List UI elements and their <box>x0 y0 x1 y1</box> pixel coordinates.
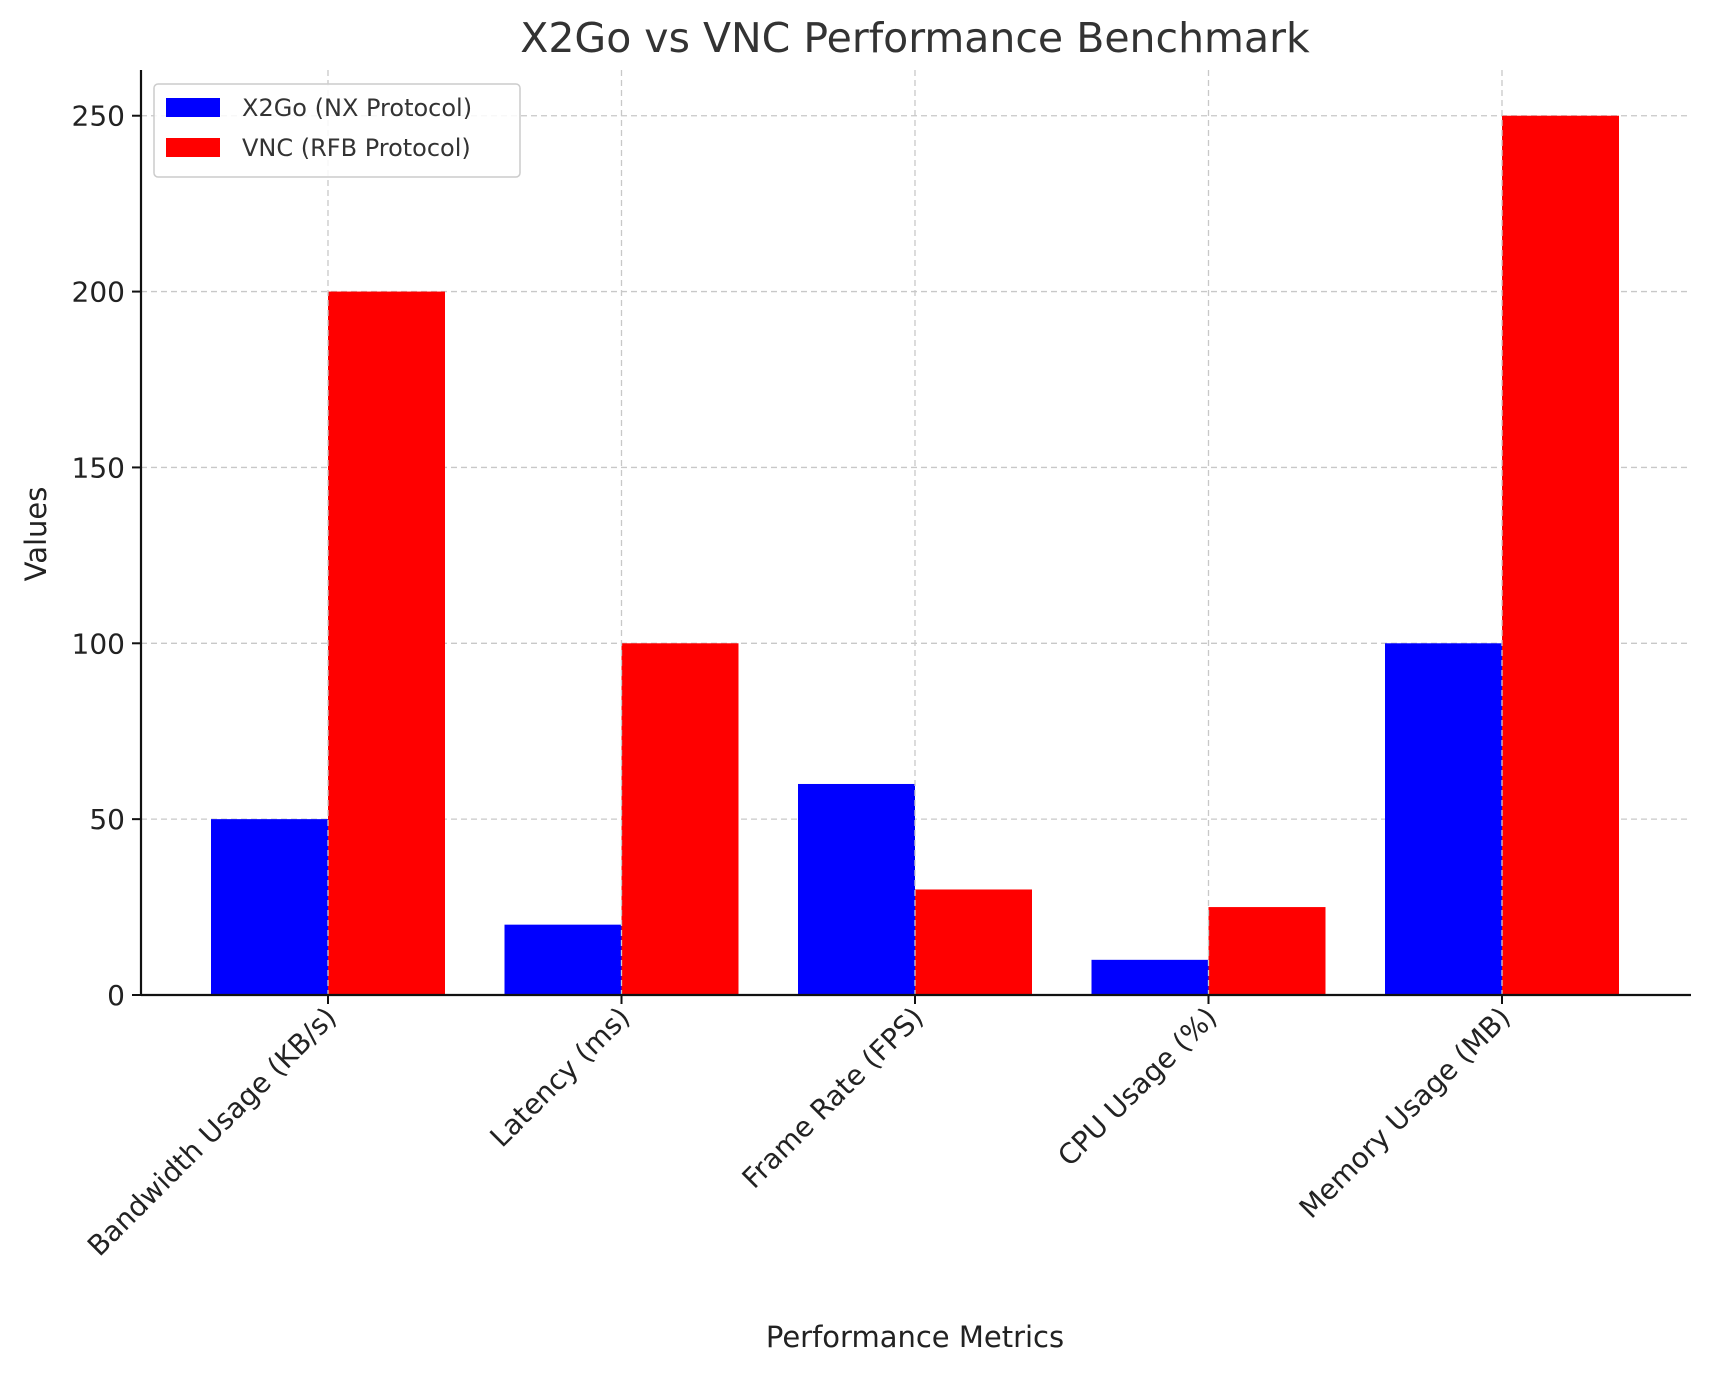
bar-vnc-2 <box>915 889 1032 995</box>
y-tick-label: 200 <box>72 276 125 309</box>
bar-vnc-1 <box>621 643 739 995</box>
bar-x2go-0 <box>211 819 328 995</box>
x-tick-label: CPU Usage (%) <box>1051 1001 1223 1173</box>
bars <box>211 70 1619 996</box>
bar-x2go-3 <box>1091 959 1209 995</box>
legend-frame <box>153 83 521 178</box>
x-tick-label: Latency (ms) <box>484 1001 637 1154</box>
y-ticks: 0 50 100 150 200 250 <box>72 100 141 1012</box>
x-tick-label: Memory Usage (MB) <box>1293 1001 1517 1225</box>
x-tick-label: Bandwidth Usage (KB/s) <box>81 1001 343 1263</box>
y-tick-label: 0 <box>107 979 125 1012</box>
y-axis-label: Values <box>19 487 53 582</box>
bar-x2go-1 <box>504 924 622 995</box>
bar-x2go-2 <box>798 783 915 995</box>
legend-label-vnc: VNC (RFB Protocol) <box>242 134 471 162</box>
y-tick-label: 50 <box>89 803 125 836</box>
bar-vnc-0 <box>328 291 445 995</box>
legend-swatch-vnc <box>166 138 220 157</box>
bar-vnc-4 <box>1502 115 1619 996</box>
x-ticks: Bandwidth Usage (KB/s) Latency (ms) Frame … <box>81 995 1517 1263</box>
chart-title: X2Go vs VNC Performance Benchmark <box>520 14 1310 62</box>
legend-swatch-x2go <box>166 98 220 117</box>
y-tick-label: 100 <box>72 627 125 660</box>
bar-vnc-3 <box>1208 907 1326 995</box>
x-axis-label: Performance Metrics <box>766 1320 1064 1354</box>
legend-label-x2go: X2Go (NX Protocol) <box>242 94 472 122</box>
y-tick-label: 150 <box>72 451 125 484</box>
x-tick-label: Frame Rate (FPS) <box>736 1001 930 1195</box>
legend: X2Go (NX Protocol) VNC (RFB Protocol) <box>153 83 521 178</box>
y-tick-label: 250 <box>72 100 125 133</box>
bar-x2go-4 <box>1385 643 1502 995</box>
